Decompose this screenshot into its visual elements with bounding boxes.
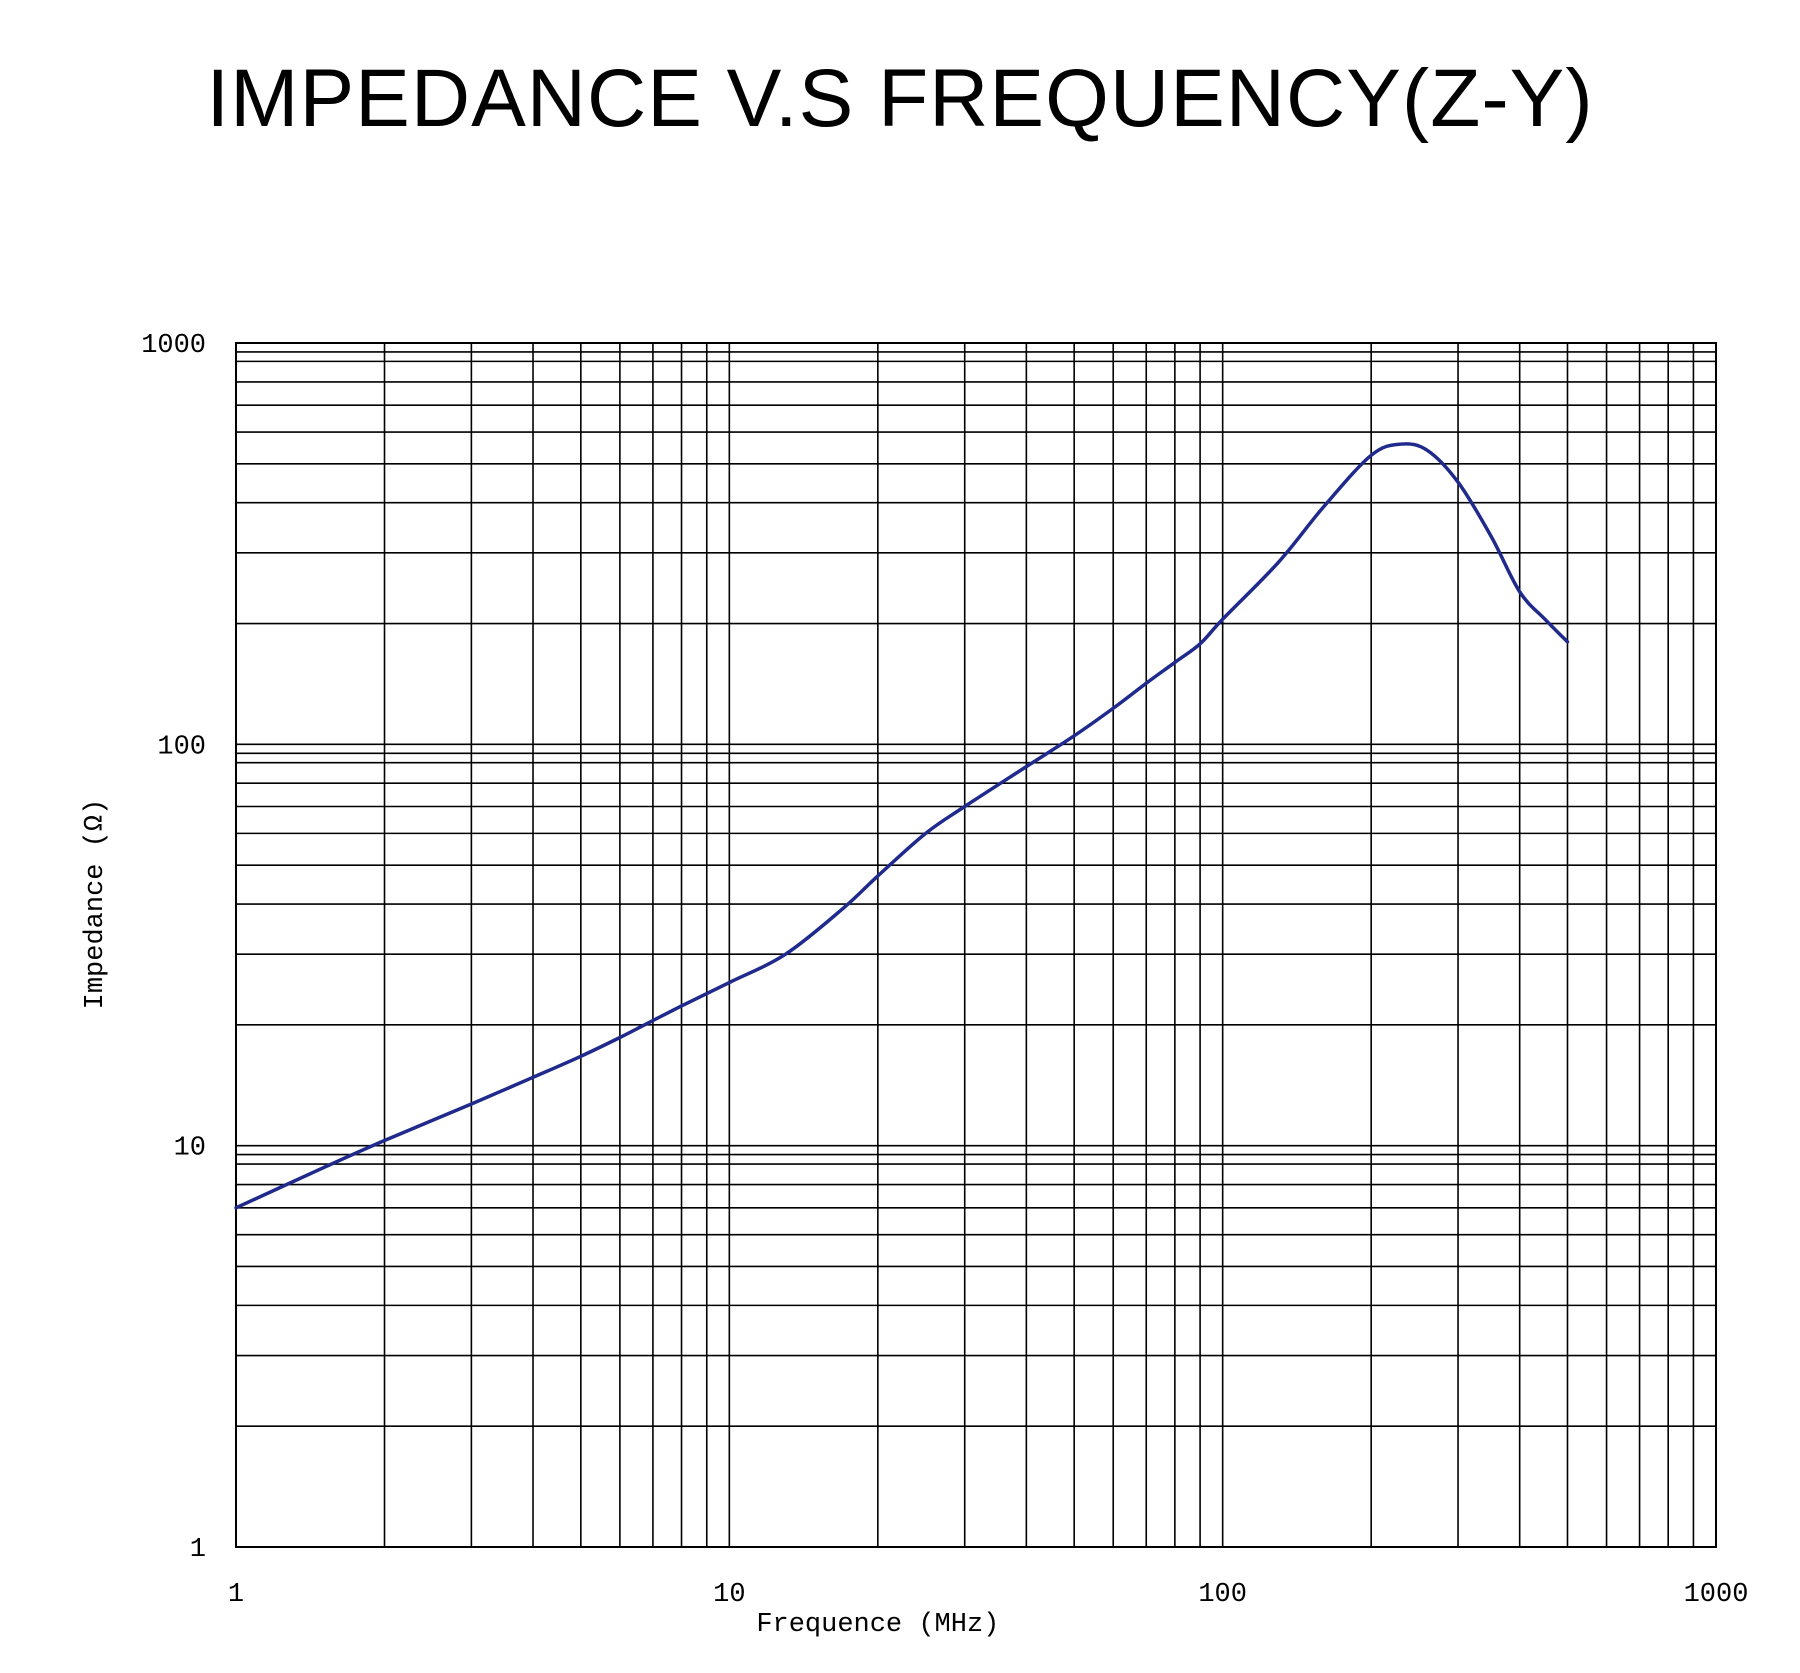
y-tick-label: 10: [174, 1134, 206, 1164]
x-tick-label: 100: [1198, 1580, 1247, 1610]
impedance-curve: [234, 442, 1570, 1210]
y-tick-label: 1000: [141, 331, 206, 361]
y-tick-label: 100: [157, 732, 206, 762]
tick-labels: 1 10 100 1000 1 10 100 1000: [141, 331, 1748, 1610]
chart-title: IMPEDANCE V.S FREQUENCY(Z-Y): [206, 53, 1594, 144]
x-tick-label: 10: [713, 1580, 745, 1610]
y-axis-title: Impedance (Ω): [81, 799, 111, 1010]
x-tick-label: 1000: [1684, 1580, 1749, 1610]
y-tick-label: 1: [190, 1535, 206, 1565]
grid-lines: [236, 343, 1716, 1547]
plot-frame: [235, 342, 1717, 1548]
x-tick-label: 1: [228, 1580, 244, 1610]
x-axis-title: Frequence (MHz): [756, 1610, 999, 1640]
